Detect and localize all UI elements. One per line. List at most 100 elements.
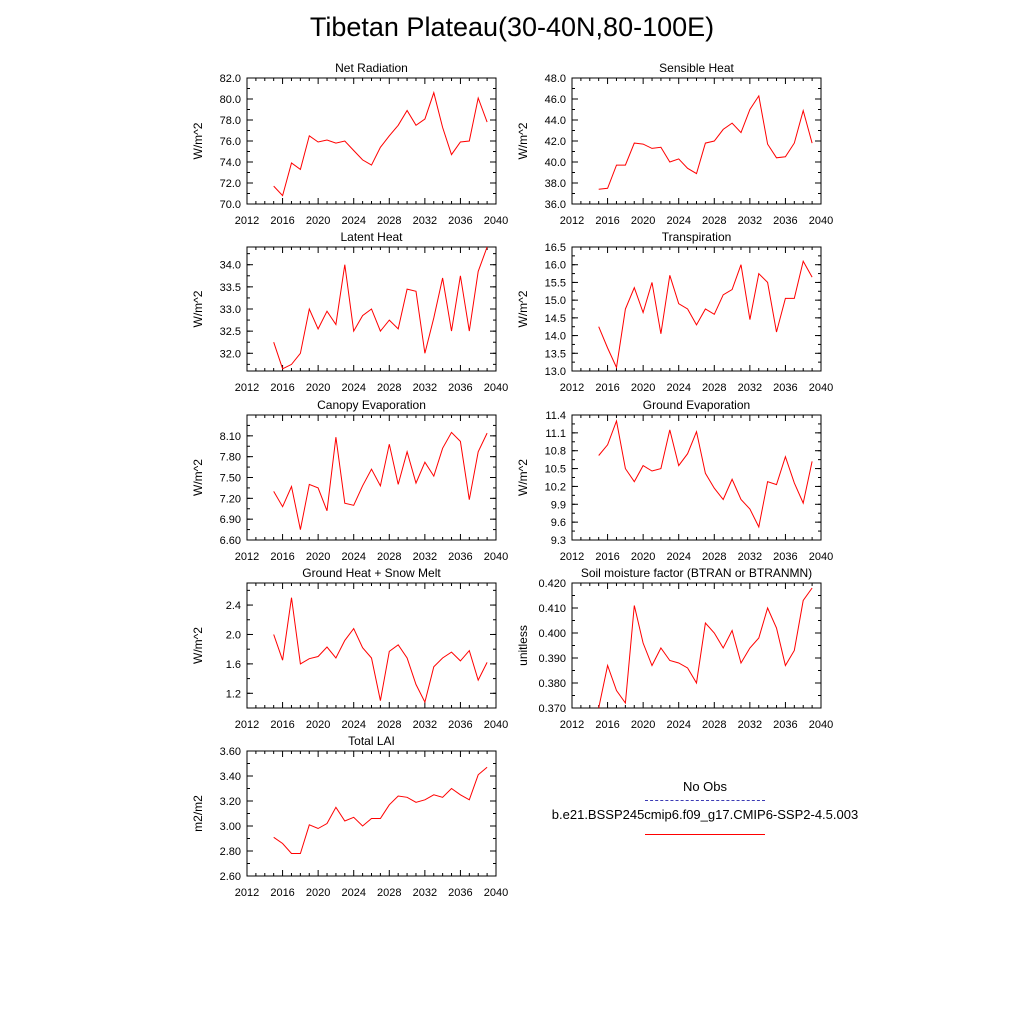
x-tick-label: 2028 xyxy=(702,215,726,227)
x-tick-label: 2040 xyxy=(484,551,508,563)
x-tick-label: 2020 xyxy=(306,551,330,563)
y-tick-label: 0.420 xyxy=(538,578,566,590)
chart-panel: Ground Heat + Snow Melt W/m^2 2012 2016 2020… xyxy=(191,566,508,731)
legend-obs-line xyxy=(645,800,765,801)
series-line xyxy=(273,766,488,854)
x-tick-label: 2036 xyxy=(448,382,472,394)
x-tick-label: 2032 xyxy=(413,551,437,563)
series-line xyxy=(598,259,813,370)
y-tick-label: 15.0 xyxy=(545,295,566,307)
y-tick-label: 32.5 xyxy=(220,326,241,338)
x-tick-label: 2032 xyxy=(738,551,762,563)
x-tick-label: 2032 xyxy=(413,887,437,899)
y-tick-label: 2.80 xyxy=(220,846,241,858)
y-tick-label: 15.5 xyxy=(545,277,566,289)
x-tick-label: 2024 xyxy=(666,215,690,227)
x-tick-label: 2032 xyxy=(413,382,437,394)
y-tick-label: 9.6 xyxy=(551,517,566,529)
y-tick-label: 0.380 xyxy=(538,678,566,690)
x-tick-label: 2024 xyxy=(341,215,365,227)
series-line xyxy=(273,597,488,704)
chart-panel: Transpiration W/m^2 2012 2016 2020 2024 2028 20… xyxy=(516,230,833,394)
x-tick-label: 2024 xyxy=(341,887,365,899)
x-tick-label: 2032 xyxy=(413,215,437,227)
x-tick-label: 2032 xyxy=(413,719,437,731)
x-tick-label: 2028 xyxy=(377,719,401,731)
y-axis-label: unitless xyxy=(516,625,530,666)
y-tick-label: 2.4 xyxy=(226,600,241,612)
x-tick-label: 2016 xyxy=(595,551,619,563)
legend-obs-label: No Obs xyxy=(682,779,728,794)
chart-panel: Total LAI m2/m2 2012 2016 2020 2024 2028 2032 20… xyxy=(191,734,508,899)
x-tick-label: 2016 xyxy=(270,215,294,227)
series-line xyxy=(598,94,813,190)
x-tick-label: 2040 xyxy=(809,215,833,227)
x-tick-label: 2036 xyxy=(773,382,797,394)
x-tick-label: 2040 xyxy=(809,719,833,731)
x-tick-label: 2020 xyxy=(631,215,655,227)
x-tick-label: 2012 xyxy=(560,551,584,563)
x-tick-label: 2020 xyxy=(306,215,330,227)
y-tick-label: 3.20 xyxy=(220,796,241,808)
x-tick-label: 2036 xyxy=(448,551,472,563)
legend-model: b.e21.BSSP245cmip6.f09_g17.CMIP6-SSP2-4.… xyxy=(520,807,890,835)
x-tick-label: 2028 xyxy=(702,719,726,731)
y-tick-label: 10.2 xyxy=(545,481,566,493)
y-tick-label: 34.0 xyxy=(220,260,241,272)
y-tick-label: 46.0 xyxy=(545,94,566,106)
plot-frame xyxy=(246,77,497,205)
y-tick-label: 38.0 xyxy=(545,178,566,190)
y-tick-label: 0.390 xyxy=(538,653,566,665)
y-axis-label: W/m^2 xyxy=(191,122,205,159)
panel-title: Net Radiation xyxy=(335,61,408,75)
y-tick-label: 0.410 xyxy=(538,603,566,615)
panel-title: Ground Evaporation xyxy=(643,398,750,412)
panel-title: Sensible Heat xyxy=(659,61,734,75)
x-tick-label: 2024 xyxy=(341,382,365,394)
plot-frame xyxy=(571,582,822,709)
y-axis-label: W/m^2 xyxy=(191,627,205,664)
x-tick-label: 2036 xyxy=(448,215,472,227)
x-tick-label: 2012 xyxy=(235,719,259,731)
series-line xyxy=(598,419,813,529)
x-tick-label: 2016 xyxy=(270,551,294,563)
y-tick-label: 82.0 xyxy=(220,73,241,85)
y-tick-label: 3.40 xyxy=(220,771,241,783)
y-tick-label: 33.0 xyxy=(220,304,241,316)
x-tick-label: 2016 xyxy=(595,719,619,731)
x-tick-label: 2020 xyxy=(631,719,655,731)
x-tick-label: 2028 xyxy=(377,215,401,227)
y-tick-label: 16.0 xyxy=(545,260,566,272)
y-tick-label: 36.0 xyxy=(545,199,566,211)
x-tick-label: 2016 xyxy=(270,382,294,394)
x-tick-label: 2040 xyxy=(484,215,508,227)
plot-frame xyxy=(246,414,497,541)
series-line xyxy=(598,587,813,709)
x-tick-label: 2028 xyxy=(702,382,726,394)
chart-panel: Soil moisture factor (BTRAN or BTRANMN) u… xyxy=(516,566,833,731)
series-line xyxy=(273,431,488,530)
x-tick-label: 2016 xyxy=(595,382,619,394)
y-tick-label: 42.0 xyxy=(545,136,566,148)
x-tick-label: 2020 xyxy=(306,887,330,899)
x-tick-label: 2024 xyxy=(666,719,690,731)
y-tick-label: 14.0 xyxy=(545,331,566,343)
panel-title: Soil moisture factor (BTRAN or BTRANMN) xyxy=(581,566,812,580)
y-tick-label: 48.0 xyxy=(545,73,566,85)
plot-frame xyxy=(246,750,497,877)
x-tick-label: 2028 xyxy=(377,887,401,899)
x-tick-label: 2016 xyxy=(270,719,294,731)
x-tick-label: 2020 xyxy=(631,382,655,394)
y-tick-label: 3.00 xyxy=(220,821,241,833)
y-tick-label: 1.6 xyxy=(226,659,241,671)
y-tick-label: 11.1 xyxy=(545,428,566,440)
x-tick-label: 2024 xyxy=(341,551,365,563)
y-tick-label: 72.0 xyxy=(220,178,241,190)
y-tick-label: 9.3 xyxy=(551,535,566,547)
x-tick-label: 2012 xyxy=(560,215,584,227)
x-tick-label: 2012 xyxy=(235,551,259,563)
x-tick-label: 2028 xyxy=(377,382,401,394)
x-tick-label: 2036 xyxy=(773,551,797,563)
y-tick-label: 70.0 xyxy=(220,199,241,211)
